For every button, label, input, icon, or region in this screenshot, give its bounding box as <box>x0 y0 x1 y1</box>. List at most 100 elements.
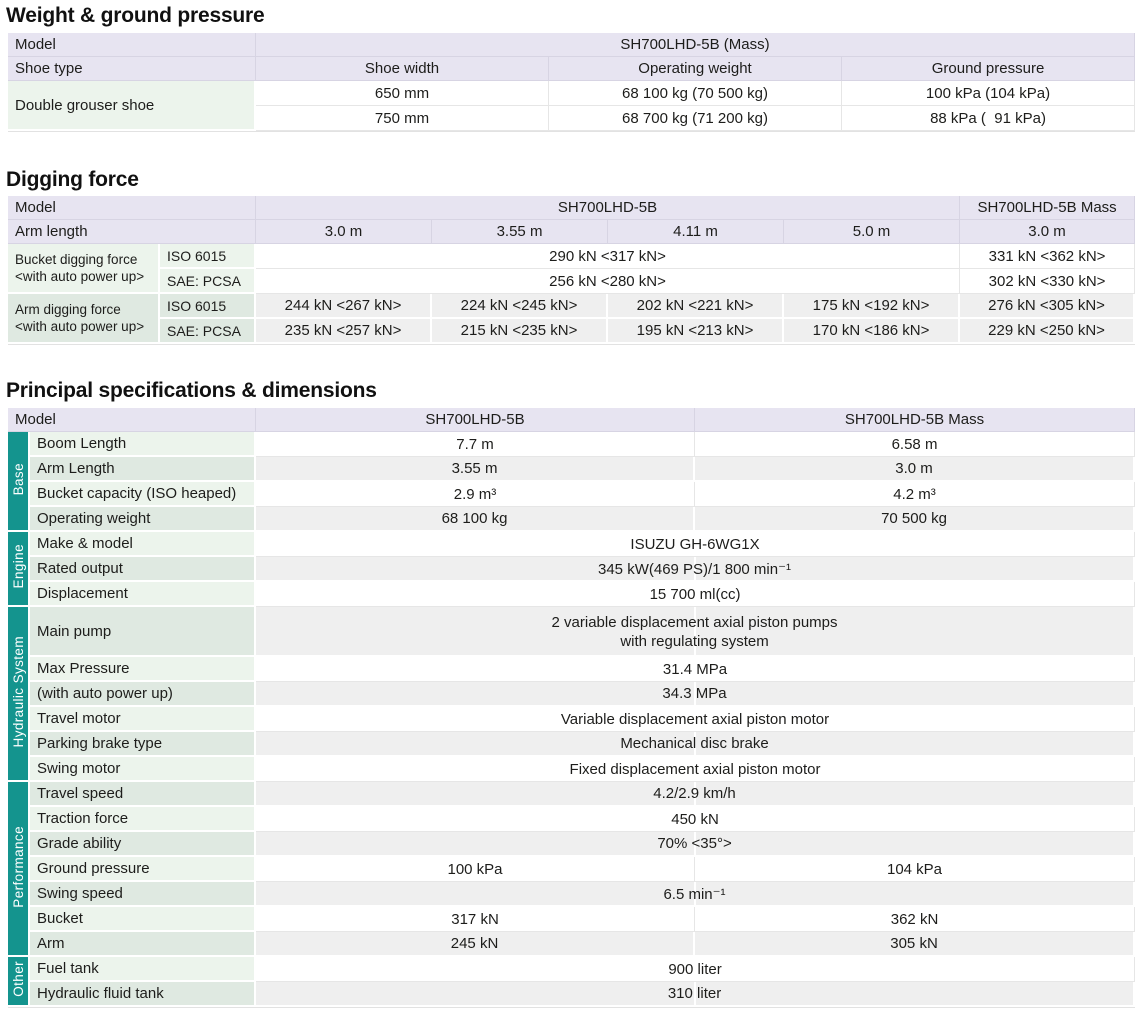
specs-value-span-text: 345 kW(469 PS)/1 800 min⁻¹ <box>598 560 792 578</box>
specs-row-label-text: Grade ability <box>37 835 122 852</box>
specs-row-label-text: (with auto power up) <box>37 685 173 702</box>
specs-group-engine-text: Engine <box>10 544 26 589</box>
table-row: Rated output 345 kW(469 PS)/1 800 min⁻¹ <box>8 557 1136 582</box>
specs-value-span-text: 31.4 MPa <box>662 660 728 678</box>
specs-row-label: Swing motor <box>30 757 257 782</box>
specs-row-label-text: Make & model <box>37 535 133 552</box>
table-row: Arm digging force <with auto power up> ISO… <box>8 294 1136 344</box>
digging-bucket-sae-mass: 302 kN <330 kN> <box>960 269 1136 294</box>
specs-value-span-text: 450 kN <box>671 810 719 828</box>
specs-row-label-text: Arm <box>37 935 65 952</box>
weight-value-text: 100 kPa (104 kPa) <box>925 84 1051 102</box>
specs-value-span: 450 kN <box>256 807 1136 832</box>
digging-arm-sae-value-text: 170 kN <186 kN> <box>812 322 930 339</box>
weight-value: 750 mm <box>256 106 549 131</box>
digging-bucket-iso-main-text: 290 kN <317 kN> <box>549 247 666 265</box>
specs-value-a: 2.9 m³ <box>256 482 696 507</box>
specs-value-a-text: 7.7 m <box>456 435 494 453</box>
specs-value-span-text: 310 liter <box>667 985 722 1002</box>
digging-model-main: SH700LHD-5B <box>256 196 961 220</box>
digging-arm-iso-value: 244 kN <267 kN> <box>256 294 433 319</box>
specs-row-label: Arm Length <box>30 457 257 482</box>
specs-row-label-text: Swing speed <box>37 885 123 902</box>
specs-row-label-text: Bucket <box>37 910 83 927</box>
table-row: Hydraulic System Main pump 2 variable disp… <box>8 607 1136 782</box>
digging-armlength-value-text: 3.55 m <box>496 223 543 240</box>
table-row: (with auto power up) 34.3 MPa <box>8 682 1136 707</box>
digging-arm-sae-value: 229 kN <250 kN> <box>960 319 1136 344</box>
specs-value-a: 100 kPa <box>256 857 696 882</box>
digging-model-mass-text: SH700LHD-5B Mass <box>977 199 1117 216</box>
specs-model-label: Model <box>8 408 257 432</box>
digging-arm-iso-value-text: 224 kN <245 kN> <box>460 297 578 314</box>
specs-value-span: 15 700 ml(cc) <box>256 582 1136 607</box>
specs-value-a-text: 68 100 kg <box>441 510 508 527</box>
specs-row-label: Travel speed <box>30 782 257 807</box>
specs-value-span-text: ISUZU GH-6WG1X <box>630 535 760 553</box>
specs-value-b-text: 4.2 m³ <box>893 485 936 503</box>
digging-armlength-value-text: 3.0 m <box>1028 223 1066 240</box>
specs-value-b: 362 kN <box>695 907 1136 932</box>
table-row: Double grouser shoe 650 mm 68 100 kg (70 5… <box>8 81 1136 131</box>
weight-model-value-text: SH700LHD-5B (Mass) <box>620 36 770 53</box>
specs-row-label-text: Arm Length <box>37 460 115 477</box>
digging-arm-iso-value-text: 276 kN <305 kN> <box>988 297 1105 314</box>
specs-value-span: ISUZU GH-6WG1X <box>256 532 1136 557</box>
specs-row-label: Displacement <box>30 582 257 607</box>
weight-table-host: Model SH700LHD-5B (Mass) Shoe type Shoe wid… <box>0 33 1140 132</box>
specs-row-label-text: Bucket capacity (ISO heaped) <box>37 485 237 502</box>
specs-row-label-text: Hydraulic fluid tank <box>37 985 164 1002</box>
table-row: Arm length 3.0 m 3.55 m 4.11 m 5.0 m 3.0 m <box>8 220 1136 244</box>
table-row: Hydraulic fluid tank 310 liter <box>8 982 1136 1007</box>
weight-model-label: Model <box>8 33 256 57</box>
table-row: Model SH700LHD-5B SH700LHD-5B Mass <box>8 408 1136 432</box>
weight-col-header: Shoe width <box>256 57 549 81</box>
specs-row-label: Operating weight <box>30 507 257 532</box>
specs-row-label: Parking brake type <box>30 732 257 757</box>
digging-armlength-value-text: 5.0 m <box>852 223 891 240</box>
table-row: Base Boom Length 7.7 m 6.58 m <box>8 432 1136 532</box>
digging-arm-iso-value: 224 kN <245 kN> <box>432 294 609 319</box>
specs-row-label-text: Traction force <box>37 810 129 827</box>
specs-value-span-text: 2 variable displacement axial piston pum… <box>551 613 838 650</box>
digging-model-mass: SH700LHD-5B Mass <box>960 196 1136 220</box>
specs-row-label: Ground pressure <box>30 857 257 882</box>
digging-model-label-text: Model <box>15 199 56 216</box>
digging-standard-text: SAE: PCSA <box>167 322 241 339</box>
weight-col-header-text: Ground pressure <box>931 60 1045 77</box>
specs-value-a: 3.55 m <box>256 457 696 482</box>
digging-standard: SAE: PCSA <box>160 269 257 294</box>
digging-arm-iso-value-text: 244 kN <267 kN> <box>284 297 402 314</box>
weight-value-text: 88 kPa ( 91 kPa) <box>930 109 1046 127</box>
weight-model-value: SH700LHD-5B (Mass) <box>256 33 1136 57</box>
specs-group-performance-text: Performance <box>10 825 26 908</box>
section-title-weight: Weight & ground pressure <box>6 4 265 27</box>
digging-arm-iso-value-text: 175 kN <192 kN> <box>812 297 930 314</box>
specs-value-span-text: 6.5 min⁻¹ <box>663 885 726 903</box>
weight-value-text: 750 mm <box>374 109 430 127</box>
specs-model-b-text: SH700LHD-5B Mass <box>844 411 985 428</box>
weight-row-label: Double grouser shoe <box>8 81 256 131</box>
specs-value-a: 245 kN <box>256 932 696 957</box>
specs-value-b-text: 6.58 m <box>891 435 938 453</box>
digging-bucket-iso-mass-text: 331 kN <362 kN> <box>988 247 1106 265</box>
specs-value-a-text: 2.9 m³ <box>453 485 497 503</box>
digging-standard: ISO 6015 <box>160 244 257 269</box>
digging-standard-text: SAE: PCSA <box>167 272 241 289</box>
table-row: Arm 245 kN 305 kN <box>8 932 1136 957</box>
weight-model-label-text: Model <box>15 36 56 53</box>
table-row: Bucket 317 kN 362 kN <box>8 907 1136 932</box>
specs-row-label-text: Operating weight <box>37 510 151 527</box>
digging-arm-sae-value-text: 215 kN <235 kN> <box>460 322 578 339</box>
specs-row-label-text: Parking brake type <box>37 735 163 752</box>
weight-col-header-text: Shoe width <box>364 60 440 77</box>
specs-value-a-text: 100 kPa <box>447 860 503 878</box>
weight-value-text: 68 700 kg (71 200 kg) <box>622 109 768 127</box>
weight-value: 650 mm <box>256 81 549 106</box>
digging-arm-label-line1: <with auto power up> <box>15 318 145 334</box>
specs-value-span: 310 liter <box>256 982 1136 1007</box>
weight-value: 88 kPa ( 91 kPa) <box>842 106 1136 131</box>
specs-value-span-text: Mechanical disc brake <box>620 735 769 752</box>
table-row: Model SH700LHD-5B (Mass) <box>8 33 1136 57</box>
table-row: Engine Make & model ISUZU GH-6WG1X <box>8 532 1136 607</box>
